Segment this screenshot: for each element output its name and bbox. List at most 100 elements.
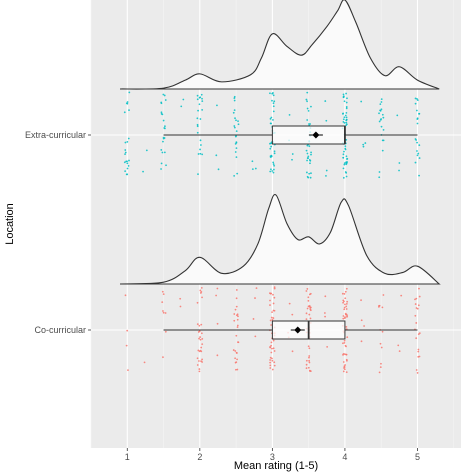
data-point [233,319,236,322]
data-point [272,94,275,97]
group-extra-curricular [120,0,440,179]
data-point [291,158,293,161]
data-point [415,369,418,371]
data-point [345,121,348,124]
data-point [345,287,348,290]
data-point [305,290,308,292]
box-iqr [271,125,346,145]
data-point [346,157,349,160]
data-point [269,346,271,348]
data-point [342,176,345,179]
data-point [360,100,363,103]
data-point [162,119,165,122]
data-point [273,286,276,289]
data-point [201,358,204,361]
data-point [272,302,275,305]
data-point [325,169,328,172]
data-point [345,163,348,166]
data-point [344,290,347,293]
data-point [163,151,166,154]
data-point [345,116,348,119]
data-point [200,332,203,335]
data-point [343,163,346,166]
data-point [199,292,202,294]
data-point [381,113,384,116]
data-point [273,361,276,364]
data-point [272,119,274,121]
y-axis-ticks: Extra-curricular Co-curricular [25,130,91,335]
data-point [362,145,365,148]
data-point [125,160,128,163]
data-point [288,302,291,305]
data-point [235,289,238,291]
data-point [382,139,385,142]
data-point [398,350,401,353]
data-point [124,149,127,151]
data-point [128,91,131,94]
data-point [272,293,274,296]
data-point [343,162,346,165]
data-point [345,171,348,174]
data-point [309,292,312,295]
data-point [272,347,275,350]
data-point [417,355,420,358]
data-point [415,139,418,141]
data-point [125,344,128,347]
data-point [397,344,400,347]
data-point [305,149,308,152]
data-point [199,336,202,338]
data-point [306,100,308,103]
data-point [416,154,419,157]
data-point [324,100,327,102]
data-point [396,114,399,117]
data-point [164,312,167,314]
data-point [200,323,203,326]
data-point [272,102,275,105]
data-point [308,145,311,148]
data-point [310,105,312,108]
data-point [198,337,200,340]
data-point [380,118,383,120]
data-point [308,172,311,175]
data-point [345,101,348,104]
data-point [216,354,219,357]
data-point [307,296,310,299]
data-point [270,168,272,171]
x-tick-label: 5 [415,452,420,462]
data-point [255,287,258,289]
data-point [360,319,363,322]
data-point [418,112,420,115]
data-point [306,91,309,94]
data-point [127,137,130,140]
density-curve [120,0,440,90]
data-point [288,113,291,116]
data-point [380,125,383,128]
data-point [162,356,164,359]
data-point [163,137,166,139]
data-point [417,348,420,351]
data-point [217,168,220,171]
data-point [216,287,219,290]
data-point [234,151,237,153]
data-point [345,112,348,114]
data-point [182,98,185,101]
density-curve [119,193,441,285]
data-point [273,296,276,299]
data-point [164,99,167,101]
data-point [308,355,311,357]
data-point [345,353,348,356]
data-point [414,314,417,317]
data-point [270,341,273,344]
data-point [344,312,347,315]
data-point [271,357,273,360]
data-point [360,340,363,343]
y-tick-label: Extra-curricular [25,130,86,140]
jitter-points [123,91,421,179]
data-point [269,122,272,125]
data-point [234,135,237,138]
data-point [128,109,130,112]
data-point [416,141,418,144]
data-point [160,102,163,105]
data-point [162,293,165,296]
x-tick-label: 4 [342,452,347,462]
